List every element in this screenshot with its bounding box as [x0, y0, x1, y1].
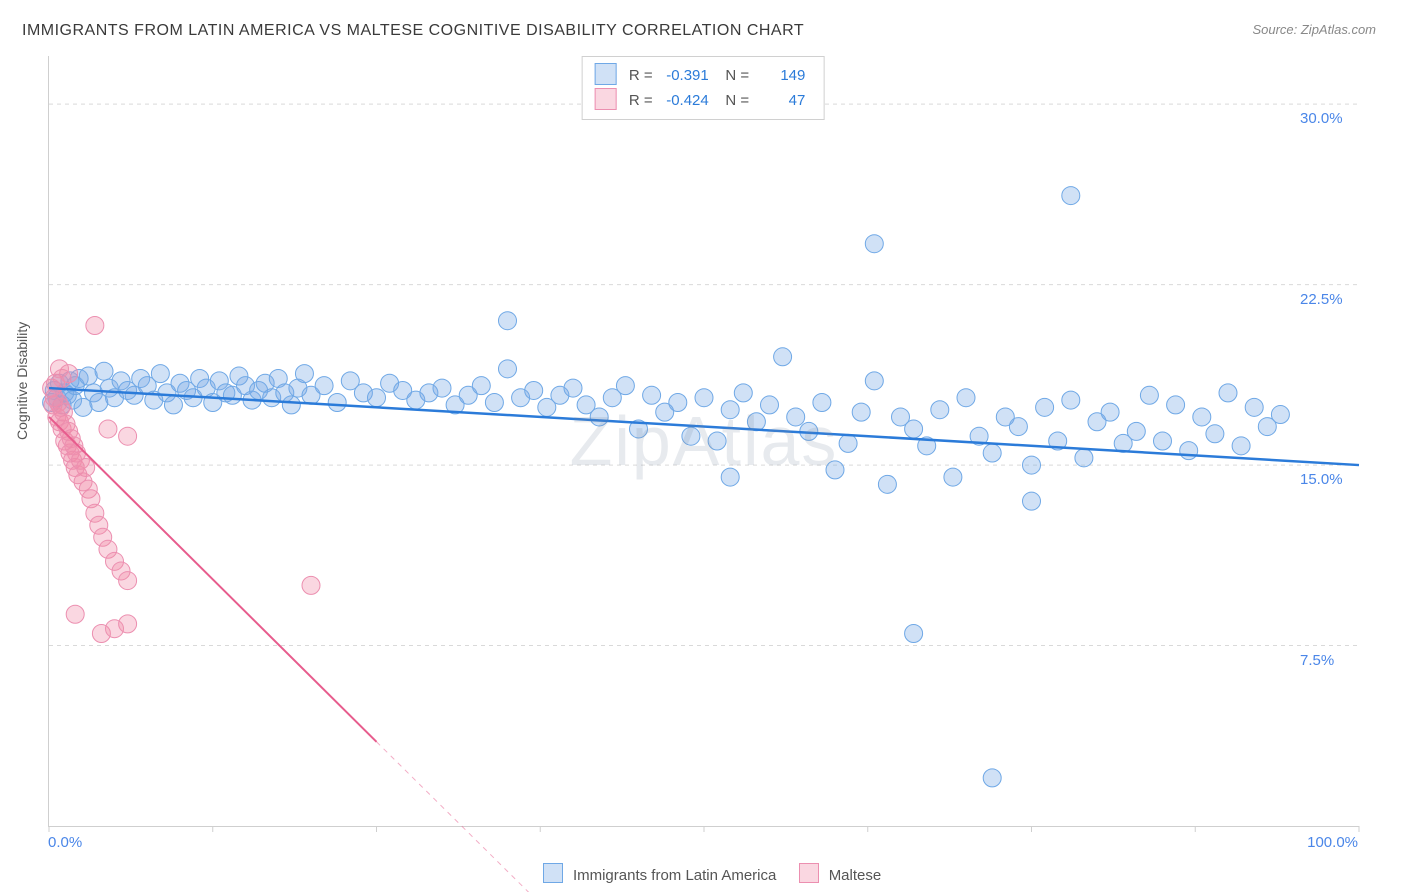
legend-row: R = -0.424 N = 47 — [595, 88, 806, 113]
legend-n-label: N = — [725, 92, 749, 109]
legend-row: R = -0.391 N = 149 — [595, 63, 806, 88]
y-tick-label: 15.0% — [1300, 471, 1343, 488]
series-label: Maltese — [829, 867, 882, 884]
legend-r-label: R = — [629, 67, 653, 84]
legend-n-value: 47 — [753, 89, 805, 113]
x-axis-max-label: 100.0% — [1307, 834, 1358, 851]
legend-r-value: -0.391 — [657, 64, 709, 88]
source-attribution: Source: ZipAtlas.com — [1252, 22, 1376, 37]
y-tick-label: 30.0% — [1300, 110, 1343, 127]
chart-title: IMMIGRANTS FROM LATIN AMERICA VS MALTESE… — [22, 22, 804, 40]
legend-n-label: N = — [725, 67, 749, 84]
legend-r-label: R = — [629, 92, 653, 109]
series-swatch-1 — [543, 863, 563, 883]
plot-area: ZipAtlas — [48, 56, 1359, 827]
legend-r-value: -0.424 — [657, 89, 709, 113]
series-legend: Immigrants from Latin America Maltese — [0, 863, 1406, 884]
legend-swatch-series-2 — [595, 88, 617, 110]
series-label: Immigrants from Latin America — [573, 867, 776, 884]
chart-svg — [49, 56, 1359, 826]
y-tick-label: 7.5% — [1300, 652, 1334, 669]
x-axis-min-label: 0.0% — [48, 834, 82, 851]
correlation-legend: R = -0.391 N = 149 R = -0.424 N = 47 — [582, 56, 825, 120]
y-axis-label: Cognitive Disability — [14, 322, 30, 440]
y-tick-label: 22.5% — [1300, 291, 1343, 308]
legend-n-value: 149 — [753, 64, 805, 88]
series-swatch-2 — [799, 863, 819, 883]
legend-swatch-series-1 — [595, 63, 617, 85]
